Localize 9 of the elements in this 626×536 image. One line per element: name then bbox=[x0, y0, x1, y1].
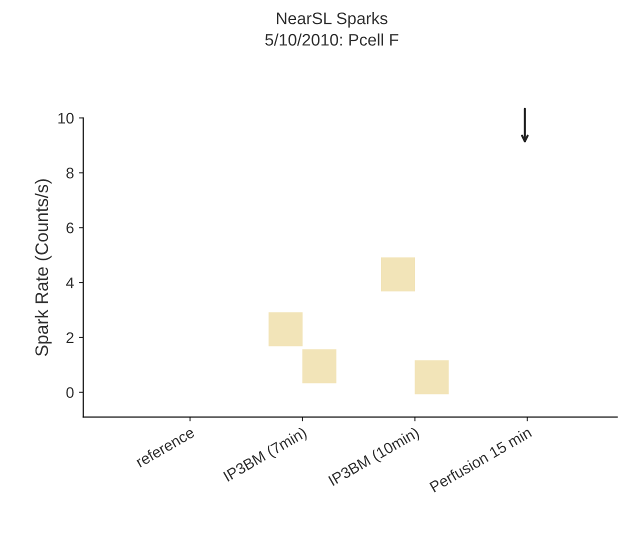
y-tick-label: 4 bbox=[66, 278, 74, 288]
chart-subtitle: 5/10/2010: Pcell F bbox=[265, 33, 398, 46]
y-tick-label: 2 bbox=[66, 332, 74, 343]
y-axis-title: Spark Rate (Counts/s) bbox=[34, 179, 52, 356]
y-tick-label: 0 bbox=[66, 387, 74, 398]
y-tick-label: 8 bbox=[66, 168, 74, 178]
y-tick-label: 10 bbox=[58, 112, 74, 124]
y-tick-label: 6 bbox=[66, 222, 74, 234]
chart-title: NearSL Sparks bbox=[276, 12, 388, 28]
